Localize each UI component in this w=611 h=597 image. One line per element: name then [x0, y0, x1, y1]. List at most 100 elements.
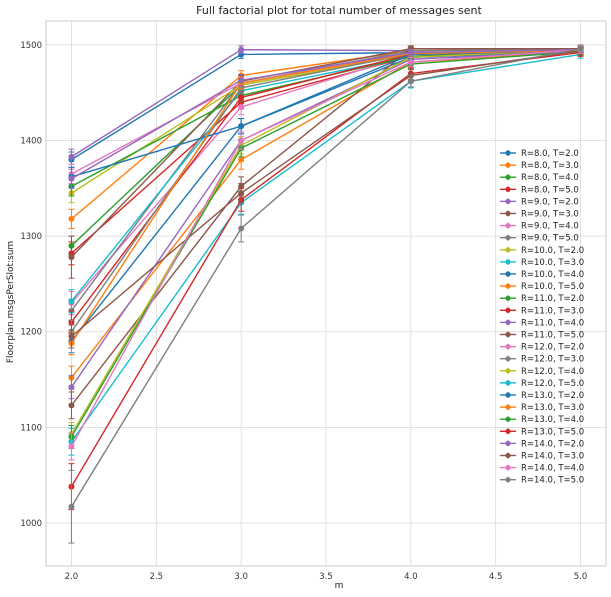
legend-marker: [505, 392, 511, 398]
legend-item: R=14.0, T=3.0: [500, 452, 584, 462]
legend-marker: [505, 235, 511, 241]
legend-marker: [505, 404, 511, 410]
series-line: [70, 48, 581, 406]
legend-marker: [505, 210, 511, 217]
legend-marker: [505, 198, 511, 204]
y-tick-label: 1100: [20, 423, 42, 433]
legend-item: R=12.0, T=2.0: [500, 343, 584, 353]
data-point: [238, 94, 245, 101]
legend-marker: [505, 223, 511, 229]
legend-marker: [505, 331, 511, 338]
legend-item: R=11.0, T=5.0: [500, 331, 584, 341]
legend-marker: [505, 271, 511, 277]
legend-item: R=9.0, T=3.0: [500, 210, 579, 220]
legend-label: R=9.0, T=2.0: [521, 197, 579, 207]
legend-label: R=9.0, T=5.0: [521, 234, 579, 244]
legend-label: R=10.0, T=3.0: [521, 258, 584, 268]
legend-marker: [505, 186, 511, 192]
legend-label: R=11.0, T=2.0: [521, 294, 584, 304]
legend-item: R=8.0, T=5.0: [500, 185, 579, 195]
data-point: [68, 402, 75, 409]
legend-item: R=12.0, T=4.0: [500, 367, 584, 377]
x-tick-label: 5.0: [574, 572, 588, 582]
data-point: [68, 333, 75, 340]
data-point: [68, 298, 75, 305]
legend-label: R=11.0, T=3.0: [521, 306, 584, 316]
legend-marker: [505, 283, 511, 289]
legend-marker: [505, 380, 511, 386]
series-line: [71, 48, 581, 180]
legend-marker: [505, 259, 511, 265]
data-point: [407, 49, 414, 56]
legend-label: R=13.0, T=3.0: [521, 403, 584, 413]
data-point: [238, 225, 245, 232]
legend-label: R=14.0, T=4.0: [521, 464, 584, 474]
legend-marker: [505, 356, 511, 362]
legend-item: R=14.0, T=2.0: [500, 439, 584, 449]
legend-item: R=10.0, T=3.0: [500, 258, 584, 268]
legend-item: R=11.0, T=4.0: [500, 318, 584, 328]
data-point: [68, 215, 75, 222]
series-line: [70, 49, 581, 344]
legend-label: R=14.0, T=3.0: [521, 452, 584, 462]
legend-item: R=13.0, T=4.0: [500, 415, 584, 425]
legend: R=8.0, T=2.0 R=8.0, T=3.0 R=8.0, T=4.0 R=8.…: [500, 149, 584, 486]
legend-marker: [505, 307, 511, 313]
series-line: [70, 48, 581, 508]
legend-label: R=12.0, T=5.0: [521, 379, 584, 389]
y-tick-label: 1300: [20, 232, 42, 242]
legend-item: R=12.0, T=5.0: [500, 379, 584, 389]
legend-item: R=9.0, T=2.0: [500, 197, 579, 207]
legend-label: R=10.0, T=4.0: [521, 270, 584, 280]
legend-label: R=12.0, T=3.0: [521, 355, 584, 365]
legend-item: R=14.0, T=5.0: [500, 476, 584, 486]
data-point: [68, 153, 75, 160]
legend-marker: [505, 150, 511, 156]
legend-marker: [505, 247, 511, 253]
legend-item: R=9.0, T=4.0: [500, 222, 579, 232]
y-tick-label: 1500: [20, 41, 42, 51]
legend-marker: [505, 428, 511, 434]
legend-marker: [505, 344, 511, 350]
data-point: [238, 137, 245, 144]
legend-marker: [505, 174, 511, 180]
legend-item: R=13.0, T=5.0: [500, 427, 584, 437]
data-point: [68, 175, 75, 182]
legend-label: R=8.0, T=5.0: [521, 185, 579, 195]
legend-label: R=13.0, T=5.0: [521, 427, 584, 437]
plot-area: 2.0 2.5 3.0 3.5 4.0 4.5 5.0 1000 1100 1200 1300 140…: [20, 20, 607, 582]
legend-item: R=11.0, T=3.0: [500, 306, 584, 316]
legend-marker: [505, 477, 511, 483]
legend-item: R=10.0, T=4.0: [500, 270, 584, 280]
legend-item: R=11.0, T=2.0: [500, 294, 584, 304]
legend-label: R=8.0, T=4.0: [521, 173, 579, 183]
legend-label: R=14.0, T=2.0: [521, 439, 584, 449]
data-point: [238, 46, 245, 53]
data-point: [68, 443, 75, 450]
legend-label: R=11.0, T=5.0: [521, 331, 584, 341]
x-axis-label: m: [335, 581, 344, 591]
series-line: [70, 50, 581, 342]
legend-marker: [505, 295, 511, 301]
data-point: [238, 190, 245, 197]
legend-item: R=8.0, T=4.0: [500, 173, 579, 183]
legend-marker: [505, 452, 511, 459]
legend-item: R=8.0, T=2.0: [500, 149, 579, 159]
plot-frame: [45, 20, 607, 567]
legend-label: R=8.0, T=2.0: [521, 149, 579, 159]
legend-item: R=8.0, T=3.0: [500, 161, 579, 171]
x-tick-label: 3.0: [234, 572, 248, 582]
data-point: [577, 45, 584, 52]
legend-marker: [505, 465, 511, 471]
data-point: [68, 384, 75, 391]
series-line: [70, 48, 581, 447]
legend-item: R=12.0, T=3.0: [500, 355, 584, 365]
legend-label: R=12.0, T=2.0: [521, 343, 584, 353]
series-28: [68, 44, 584, 544]
legend-label: R=10.0, T=2.0: [521, 246, 584, 256]
data-point: [238, 123, 245, 130]
data-point: [68, 254, 75, 261]
data-point: [238, 77, 245, 84]
legend-label: R=9.0, T=3.0: [521, 210, 579, 220]
